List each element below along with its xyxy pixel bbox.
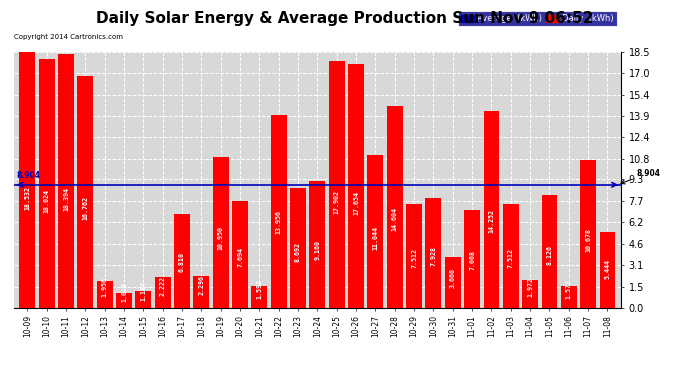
Bar bbox=[368, 155, 384, 308]
Text: 3.660: 3.660 bbox=[450, 268, 456, 288]
Text: 7.068: 7.068 bbox=[469, 251, 475, 270]
Text: 17.654: 17.654 bbox=[353, 191, 359, 215]
Bar bbox=[426, 198, 442, 308]
Text: 8.126: 8.126 bbox=[546, 245, 553, 265]
Bar bbox=[484, 111, 500, 308]
Text: 8.692: 8.692 bbox=[295, 242, 301, 262]
Text: 1.016: 1.016 bbox=[121, 282, 127, 302]
Text: 9.160: 9.160 bbox=[315, 240, 320, 260]
Bar bbox=[270, 115, 286, 308]
Text: 1.572: 1.572 bbox=[566, 279, 572, 299]
Text: 18.024: 18.024 bbox=[43, 189, 50, 213]
Text: 7.512: 7.512 bbox=[411, 248, 417, 268]
Text: 17.902: 17.902 bbox=[334, 190, 339, 214]
Bar bbox=[174, 214, 190, 308]
Bar bbox=[135, 291, 151, 308]
Bar bbox=[310, 181, 325, 308]
Text: 5.444: 5.444 bbox=[604, 259, 611, 279]
Bar bbox=[155, 277, 170, 308]
Text: Daily Solar Energy & Average Production Sun Nov 9 06:52: Daily Solar Energy & Average Production … bbox=[96, 11, 594, 26]
Bar bbox=[97, 280, 112, 308]
Bar bbox=[232, 201, 248, 308]
Bar bbox=[503, 204, 519, 308]
Text: 7.928: 7.928 bbox=[431, 246, 437, 266]
Bar bbox=[387, 106, 403, 307]
Text: 2.296: 2.296 bbox=[198, 276, 204, 296]
Text: 1.972: 1.972 bbox=[527, 277, 533, 297]
Text: 14.604: 14.604 bbox=[392, 207, 397, 231]
Text: 2.222: 2.222 bbox=[159, 276, 166, 296]
Text: 8.904: 8.904 bbox=[17, 171, 41, 180]
Legend: Average  (kWh), Daily  (kWh): Average (kWh), Daily (kWh) bbox=[457, 11, 617, 26]
Text: 7.512: 7.512 bbox=[508, 248, 514, 268]
Bar bbox=[348, 64, 364, 308]
Bar bbox=[542, 195, 558, 308]
Bar bbox=[522, 280, 538, 308]
Bar bbox=[213, 157, 228, 308]
Text: 6.810: 6.810 bbox=[179, 252, 185, 272]
Bar bbox=[39, 59, 55, 308]
Bar bbox=[445, 257, 461, 307]
Text: 10.678: 10.678 bbox=[585, 228, 591, 252]
Bar bbox=[561, 286, 577, 308]
Text: 7.694: 7.694 bbox=[237, 247, 243, 267]
Bar bbox=[406, 204, 422, 308]
Text: 1.956: 1.956 bbox=[101, 277, 108, 297]
Bar bbox=[193, 276, 209, 308]
Bar bbox=[77, 76, 93, 308]
Bar bbox=[580, 160, 596, 308]
Text: 10.950: 10.950 bbox=[218, 226, 224, 250]
Bar bbox=[58, 54, 74, 307]
Text: 18.394: 18.394 bbox=[63, 187, 69, 211]
Text: Copyright 2014 Cartronics.com: Copyright 2014 Cartronics.com bbox=[14, 34, 123, 40]
Bar bbox=[600, 232, 615, 308]
Bar bbox=[116, 294, 132, 308]
Text: 8.904: 8.904 bbox=[621, 169, 660, 184]
Bar bbox=[19, 52, 35, 308]
Text: 18.532: 18.532 bbox=[24, 186, 30, 210]
Text: 16.762: 16.762 bbox=[82, 196, 88, 220]
Text: 1.592: 1.592 bbox=[257, 279, 262, 299]
Text: 13.956: 13.956 bbox=[276, 210, 282, 234]
Bar bbox=[251, 285, 267, 308]
Bar bbox=[464, 210, 480, 308]
Text: 11.044: 11.044 bbox=[373, 226, 378, 250]
Text: 1.184: 1.184 bbox=[140, 281, 146, 301]
Bar bbox=[329, 61, 345, 308]
Text: 14.252: 14.252 bbox=[489, 209, 495, 233]
Bar bbox=[290, 188, 306, 308]
